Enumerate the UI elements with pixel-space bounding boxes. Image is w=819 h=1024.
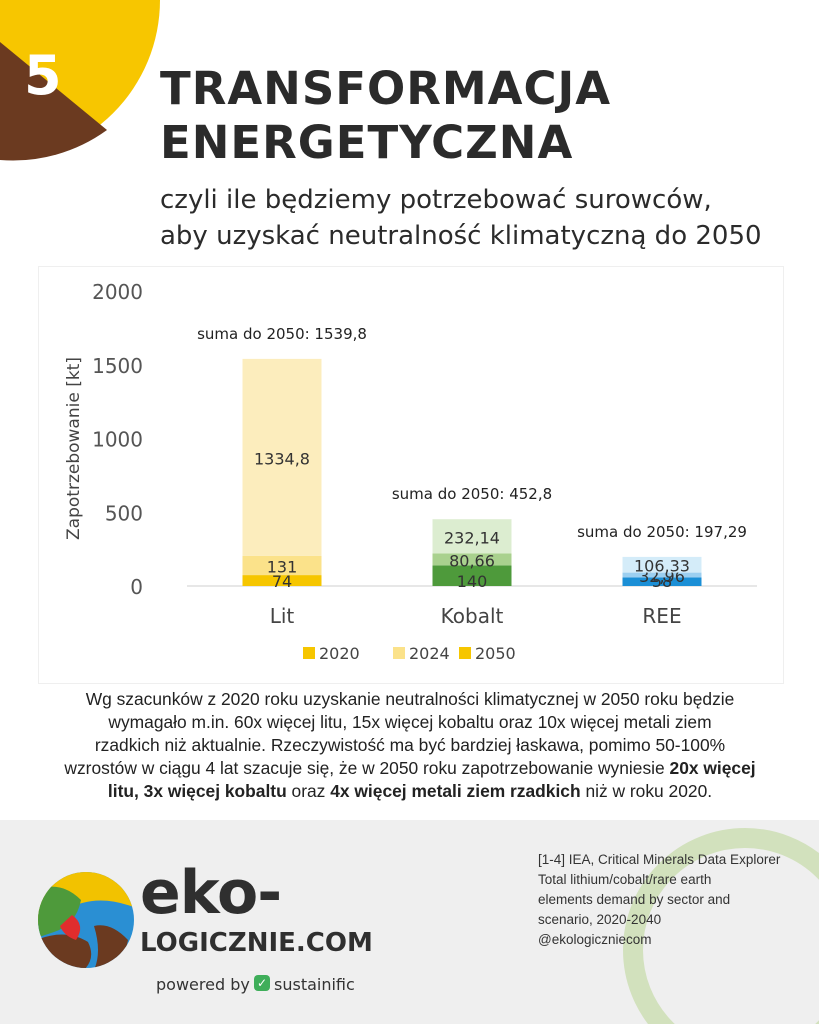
logo-icon [38, 872, 134, 968]
description-line-2: wymagało m.in. 60x więcej litu, 15x więc… [108, 712, 712, 732]
description: Wg szacunków z 2020 roku uzyskanie neutr… [28, 688, 792, 803]
data-label: 140 [457, 572, 488, 591]
y-tick-label: 0 [130, 575, 143, 599]
description-bold-1: 20x więcej [669, 758, 756, 778]
x-tick-label: Lit [270, 604, 295, 628]
description-line-3: rzadkich niż aktualnie. Rzeczywistość ma… [94, 735, 726, 755]
y-tick-label: 1000 [92, 428, 143, 452]
y-axis-label: Zapotrzebowanie [kt] [64, 357, 84, 540]
data-label: 74 [272, 572, 292, 591]
section-number: 5 [24, 44, 62, 107]
title-line-2: ENERGETYCZNA [160, 116, 574, 169]
x-tick-label: REE [642, 604, 681, 628]
data-label: 232,14 [444, 528, 500, 547]
page-title: TRANSFORMACJA ENERGETYCZNA [160, 62, 611, 170]
description-end: niż w roku 2020. [585, 781, 713, 801]
bar-lit-2024 [242, 555, 322, 576]
sustainific-icon: ✓ [254, 975, 270, 991]
legend-label-2024: 2024 [409, 644, 450, 663]
bar-ree-2020 [622, 577, 702, 586]
description-bold-3: 4x więcej metali ziem rzadkich [330, 781, 581, 801]
data-label: 106,33 [634, 557, 690, 576]
chart-area: 0 500 1000 1500 2000 Zapotrzebowanie [kt] 74 13… [38, 266, 784, 684]
legend-label-2050: 2050 [475, 644, 516, 663]
subtitle-line-1: czyli ile będziemy potrzebować surowców, [160, 185, 712, 215]
legend-swatch-2050 [459, 647, 471, 659]
total-label: suma do 2050: 1539,8 [197, 325, 367, 343]
data-label: 1334,8 [254, 449, 310, 468]
bar-kobalt-2024 [432, 553, 512, 566]
bar-ree-2024 [622, 572, 702, 578]
bar-kobalt-2050 [432, 519, 512, 554]
source-note: [1-4] IEA, Critical Minerals Data Explor… [538, 850, 808, 950]
page-subtitle: czyli ile będziemy potrzebować surowców,… [160, 182, 762, 254]
source-line-4: scenario, 2020-2040 [538, 912, 662, 927]
description-line-4: wzrostów w ciągu 4 lat szacuje się, że w… [28, 757, 792, 780]
legend-swatch-2024 [393, 647, 405, 659]
total-label: suma do 2050: 197,29 [577, 523, 747, 541]
bar-ree-2050 [622, 556, 702, 573]
total-label: suma do 2050: 452,8 [392, 485, 552, 503]
corner-decoration [0, 0, 160, 161]
footer: [1-4] IEA, Critical Minerals Data Explor… [0, 820, 819, 1024]
bar-lit-2050 [242, 358, 322, 556]
bar-kobalt-2020 [432, 565, 512, 586]
y-tick-label: 2000 [92, 280, 143, 304]
description-line-1: Wg szacunków z 2020 roku uzyskanie neutr… [85, 689, 735, 709]
description-bold-2: litu, 3x więcej kobaltu [107, 781, 287, 801]
source-line-2: Total lithium/cobalt/rare earth [538, 872, 712, 887]
description-line-5: litu, 3x więcej kobaltu oraz 4x więcej m… [28, 780, 792, 803]
description-mid: oraz [291, 781, 326, 801]
x-tick-label: Kobalt [441, 604, 504, 628]
y-tick-label: 1500 [92, 354, 143, 378]
source-line-1: [1-4] IEA, Critical Minerals Data Explor… [538, 852, 781, 867]
legend-swatch-2020 [303, 647, 315, 659]
brand-domain: LOGICZNIE.COM [140, 928, 373, 958]
sponsor-name: sustainific [274, 975, 355, 994]
source-line-5: @ekologiczniecom [538, 932, 652, 947]
source-line-3: elements demand by sector and [538, 892, 731, 907]
y-tick-label: 500 [105, 501, 143, 525]
brand-name: eko- [140, 858, 282, 928]
bar-lit-2020 [242, 575, 322, 586]
legend-label-2020: 2020 [319, 644, 360, 663]
data-label: 131 [267, 557, 298, 576]
data-label: 80,66 [449, 551, 495, 570]
title-line-1: TRANSFORMACJA [160, 62, 612, 115]
subtitle-line-2: aby uzyskać neutralność klimatyczną do 2… [160, 221, 762, 251]
decorative-ring [623, 828, 819, 1024]
description-line-4-text: wzrostów w ciągu 4 lat szacuje się, że w… [64, 758, 665, 778]
powered-by-label: powered by [156, 975, 250, 994]
